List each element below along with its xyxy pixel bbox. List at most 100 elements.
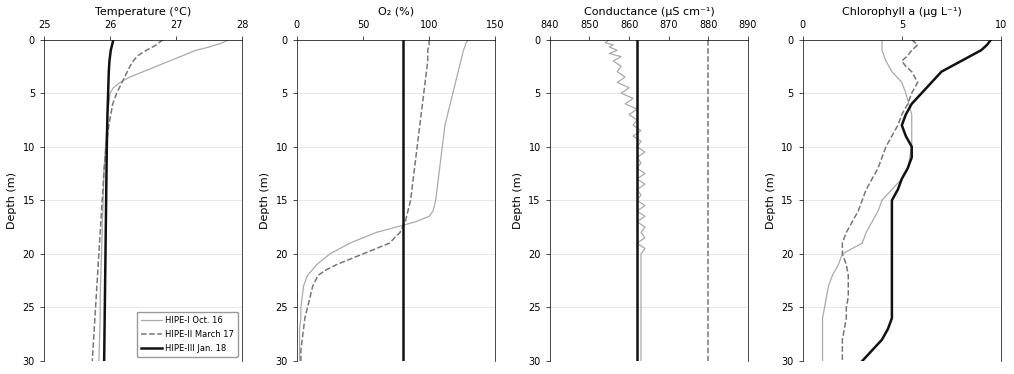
Line: HIPE-III Jan. 18: HIPE-III Jan. 18 [862,40,991,361]
HIPE-II March 17 [299,316,311,321]
HIPE-II March 17 [415,112,427,117]
HIPE-III Jan. 18 [886,305,898,310]
HIPE-I Oct. 16 [93,359,105,363]
HIPE-I Oct. 16 [453,64,465,68]
HIPE-I Oct. 16 [434,166,446,171]
HIPE-I Oct. 16 [458,45,470,49]
HIPE-II March 17 [116,80,128,85]
HIPE-I Oct. 16 [816,348,828,353]
HIPE-II March 17 [301,305,313,310]
HIPE-III Jan. 18 [100,144,113,149]
HIPE-I Oct. 16 [114,80,126,85]
HIPE-I Oct. 16 [876,48,888,52]
HIPE-III Jan. 18 [98,359,111,363]
HIPE-III Jan. 18 [901,166,914,171]
HIPE-I Oct. 16 [176,53,189,58]
HIPE-I Oct. 16 [296,294,308,299]
HIPE-II March 17 [912,43,924,47]
HIPE-III Jan. 18 [886,241,898,245]
HIPE-II March 17 [886,134,898,138]
HIPE-II March 17 [87,337,99,342]
HIPE-I Oct. 16 [98,155,111,160]
Line: HIPE-I Oct. 16: HIPE-I Oct. 16 [605,40,645,361]
HIPE-III Jan. 18 [955,59,967,63]
HIPE-II March 17 [86,359,98,363]
HIPE-II March 17 [408,177,420,181]
HIPE-I Oct. 16 [611,70,624,74]
HIPE-III Jan. 18 [895,123,908,128]
HIPE-II March 17 [400,220,412,224]
HIPE-III Jan. 18 [396,337,409,342]
HIPE-II March 17 [405,198,417,203]
HIPE-I Oct. 16 [100,123,113,128]
HIPE-II March 17 [90,294,102,299]
HIPE-II March 17 [891,123,903,128]
HIPE-III Jan. 18 [631,59,643,63]
HIPE-I Oct. 16 [293,327,305,331]
HIPE-III Jan. 18 [876,337,888,342]
HIPE-I Oct. 16 [96,230,108,235]
HIPE-II March 17 [140,48,152,52]
HIPE-II March 17 [423,43,435,47]
Title: Chlorophyll a (µg L⁻¹): Chlorophyll a (µg L⁻¹) [842,7,961,17]
HIPE-III Jan. 18 [396,59,409,63]
HIPE-II March 17 [96,187,108,192]
HIPE-II March 17 [872,166,884,171]
HIPE-II March 17 [91,273,103,278]
HIPE-II March 17 [108,96,121,101]
HIPE-III Jan. 18 [102,70,115,74]
HIPE-II March 17 [837,348,849,353]
HIPE-I Oct. 16 [822,284,835,288]
HIPE-I Oct. 16 [444,102,456,106]
Line: HIPE-II March 17: HIPE-II March 17 [92,40,163,361]
HIPE-III Jan. 18 [916,91,928,95]
HIPE-III Jan. 18 [101,112,114,117]
HIPE-I Oct. 16 [104,91,117,95]
HIPE-II March 17 [906,70,918,74]
HIPE-I Oct. 16 [223,37,235,42]
Line: HIPE-I Oct. 16: HIPE-I Oct. 16 [822,40,912,361]
HIPE-I Oct. 16 [137,70,149,74]
HIPE-III Jan. 18 [98,305,111,310]
HIPE-II March 17 [419,80,431,85]
HIPE-II March 17 [406,187,418,192]
HIPE-I Oct. 16 [816,316,828,321]
Legend: HIPE-I Oct. 16, HIPE-II March 17, HIPE-III Jan. 18: HIPE-I Oct. 16, HIPE-II March 17, HIPE-I… [137,312,238,357]
HIPE-I Oct. 16 [635,359,647,363]
Line: HIPE-II March 17: HIPE-II March 17 [843,40,918,361]
HIPE-III Jan. 18 [396,273,409,278]
HIPE-III Jan. 18 [631,48,643,52]
HIPE-II March 17 [114,86,126,90]
HIPE-I Oct. 16 [390,225,403,229]
HIPE-II March 17 [418,91,430,95]
Line: HIPE-I Oct. 16: HIPE-I Oct. 16 [99,40,229,361]
HIPE-I Oct. 16 [820,294,832,299]
HIPE-II March 17 [304,294,316,299]
HIPE-II March 17 [150,43,162,47]
HIPE-I Oct. 16 [451,75,463,79]
HIPE-III Jan. 18 [899,134,912,138]
HIPE-II March 17 [899,64,912,68]
HIPE-I Oct. 16 [293,348,305,353]
HIPE-II March 17 [414,123,426,128]
HIPE-II March 17 [402,209,414,213]
HIPE-II March 17 [841,305,853,310]
Line: HIPE-I Oct. 16: HIPE-I Oct. 16 [299,40,468,361]
HIPE-I Oct. 16 [457,48,469,52]
HIPE-I Oct. 16 [102,102,115,106]
HIPE-I Oct. 16 [860,230,872,235]
HIPE-II March 17 [841,262,853,267]
HIPE-I Oct. 16 [430,198,442,203]
HIPE-I Oct. 16 [452,70,464,74]
HIPE-III Jan. 18 [396,48,409,52]
HIPE-I Oct. 16 [816,337,828,342]
HIPE-I Oct. 16 [431,187,443,192]
HIPE-I Oct. 16 [410,220,422,224]
HIPE-III Jan. 18 [396,198,409,203]
HIPE-II March 17 [410,155,422,160]
HIPE-III Jan. 18 [396,70,409,74]
HIPE-I Oct. 16 [344,241,356,245]
HIPE-I Oct. 16 [124,75,136,79]
HIPE-II March 17 [906,91,918,95]
HIPE-III Jan. 18 [886,316,898,321]
